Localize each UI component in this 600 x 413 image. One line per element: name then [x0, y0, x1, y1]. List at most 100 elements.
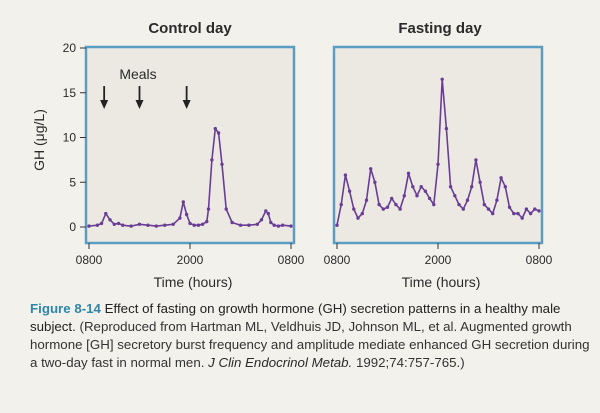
figure-label: Figure 8-14: [30, 301, 101, 316]
data-point: [457, 202, 461, 207]
meal-arrow-icon: [182, 86, 191, 109]
data-point: [528, 211, 533, 216]
data-point: [188, 221, 192, 226]
data-point: [427, 196, 432, 201]
data-point: [146, 223, 150, 227]
x-tick-label: 2000: [177, 253, 204, 267]
control-day-x-axis-label: Time (hours): [154, 274, 233, 290]
x-tick-label: 2000: [425, 253, 452, 267]
data-point: [121, 223, 125, 227]
data-point: [224, 207, 228, 211]
data-point: [339, 202, 343, 207]
figure-reference: (Reproduced from Hartman ML, Veldhuis JD…: [30, 319, 590, 370]
data-point: [423, 189, 428, 193]
y-tick-label: 0: [69, 220, 76, 234]
data-point: [196, 223, 201, 227]
y-tick-label: 10: [63, 131, 77, 145]
data-point: [432, 202, 436, 207]
data-point: [192, 223, 196, 227]
fasting-day-series: [335, 77, 541, 227]
figure-8-14-chart: GH (μg/L) Control day 0 5 10 15 20 0800 2000 0…: [31, 20, 553, 290]
data-point: [415, 194, 419, 198]
data-point: [533, 207, 537, 211]
data-point: [129, 224, 133, 228]
data-point: [478, 180, 482, 184]
data-point: [390, 196, 394, 201]
data-point: [465, 198, 470, 202]
data-point: [178, 216, 182, 220]
y-tick-label: 20: [63, 41, 77, 55]
data-point: [200, 222, 205, 226]
meal-arrow-icon: [135, 86, 144, 109]
data-point: [394, 202, 398, 207]
data-point: [206, 207, 211, 211]
data-point: [104, 211, 108, 216]
data-point: [247, 223, 251, 227]
data-point: [461, 207, 465, 211]
data-point: [272, 223, 276, 227]
data-point: [411, 185, 415, 189]
data-point: [524, 207, 529, 211]
data-point: [99, 221, 104, 226]
x-tick-label: 0800: [526, 253, 553, 267]
data-point: [448, 185, 453, 189]
data-point: [87, 224, 91, 228]
data-point: [269, 220, 273, 225]
data-point: [369, 167, 373, 171]
control-day-title: Control day: [148, 20, 232, 37]
data-point: [216, 131, 221, 135]
data-point: [266, 211, 270, 216]
data-point: [163, 223, 167, 227]
data-point: [220, 162, 224, 166]
data-point: [453, 194, 457, 198]
data-point: [259, 218, 264, 222]
fasting-day-title: Fasting day: [398, 20, 482, 37]
data-point: [436, 162, 440, 166]
data-point: [264, 209, 268, 213]
control-day-series: [87, 126, 293, 228]
data-point: [440, 77, 444, 82]
data-point: [499, 176, 503, 180]
data-point: [347, 189, 352, 193]
data-point: [482, 202, 486, 207]
control-day-plot-area: [84, 45, 296, 245]
series-line: [88, 127, 292, 227]
data-point: [537, 209, 541, 213]
data-point: [520, 216, 524, 220]
data-point: [377, 202, 381, 207]
data-point: [516, 211, 520, 216]
data-point: [495, 198, 499, 202]
journal-name: J Clin Endocrinol Metab.: [208, 355, 353, 370]
data-point: [154, 224, 158, 228]
data-point: [280, 223, 285, 227]
figure-title: Effect of fasting on growth hormone (GH)…: [30, 301, 561, 334]
data-point: [373, 180, 377, 184]
data-point: [491, 211, 495, 216]
data-point: [276, 224, 281, 228]
data-point: [95, 223, 100, 227]
y-tick-label: 5: [69, 175, 76, 189]
data-point: [213, 126, 217, 131]
control-day-y-ticks: 0 5 10 15 20: [63, 41, 86, 234]
data-point: [444, 126, 449, 131]
data-point: [335, 223, 339, 227]
data-point: [230, 220, 234, 225]
data-point: [184, 212, 189, 217]
meals-label: Meals: [119, 66, 156, 82]
y-axis-label: GH (μg/L): [31, 109, 47, 171]
data-point: [419, 185, 423, 189]
meal-arrow-icon: [100, 86, 109, 109]
data-point: [108, 218, 112, 222]
figure-caption: Figure 8-14 Effect of fasting on growth …: [30, 300, 590, 372]
data-point: [238, 223, 243, 227]
data-point: [289, 224, 293, 228]
data-point: [381, 207, 385, 211]
y-tick-label: 15: [63, 86, 77, 100]
data-point: [512, 211, 516, 216]
data-point: [398, 207, 402, 211]
meals-annotation: Meals: [100, 66, 191, 109]
data-point: [507, 205, 512, 209]
fasting-day-plot-area: [332, 45, 544, 245]
x-tick-label: 0800: [278, 253, 305, 267]
